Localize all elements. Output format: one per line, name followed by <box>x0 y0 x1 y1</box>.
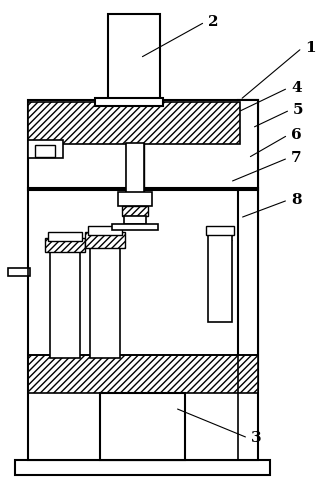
Text: 7: 7 <box>291 151 302 165</box>
Bar <box>50 248 80 358</box>
Bar <box>118 192 152 206</box>
Bar <box>28 188 258 460</box>
Bar <box>112 224 158 230</box>
Bar <box>35 145 55 157</box>
Text: 1: 1 <box>305 41 316 55</box>
Bar <box>124 216 146 224</box>
Bar <box>108 14 160 102</box>
Bar <box>28 355 258 393</box>
Bar <box>206 226 234 235</box>
Bar <box>8 268 30 276</box>
Bar <box>28 100 258 190</box>
Bar <box>88 226 122 235</box>
Text: 4: 4 <box>291 81 302 95</box>
Text: 6: 6 <box>291 128 302 142</box>
Bar <box>15 460 270 475</box>
Bar <box>100 393 185 460</box>
Bar <box>85 232 125 248</box>
Text: 8: 8 <box>291 193 302 207</box>
Text: 5: 5 <box>293 103 304 117</box>
Bar <box>28 102 240 144</box>
Bar <box>208 232 232 322</box>
Bar <box>28 140 63 158</box>
Bar <box>238 100 258 388</box>
Text: 2: 2 <box>208 15 218 29</box>
Bar <box>126 143 144 193</box>
Bar <box>95 98 163 106</box>
Bar <box>122 206 148 216</box>
Bar <box>45 238 85 252</box>
Bar <box>90 244 120 358</box>
Bar <box>48 232 82 241</box>
Text: 3: 3 <box>251 431 261 445</box>
